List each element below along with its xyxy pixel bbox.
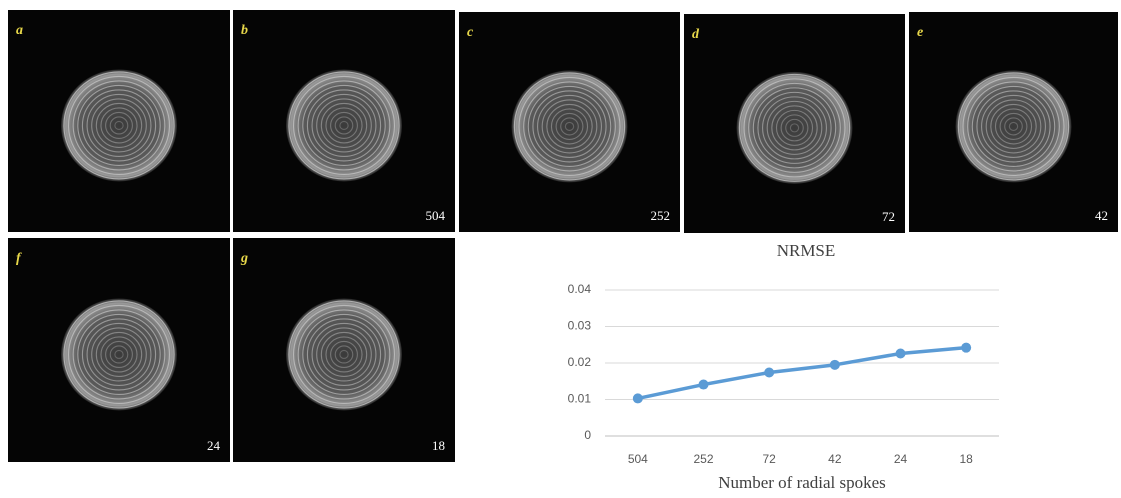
x-tick-label: 42 bbox=[828, 452, 842, 466]
spoke-count: 252 bbox=[651, 208, 671, 223]
panel-label: e bbox=[917, 25, 923, 40]
phantom-disc bbox=[61, 69, 177, 181]
phantom-disc bbox=[286, 298, 402, 410]
x-axis-label: Number of radial spokes bbox=[718, 473, 886, 492]
phantom-disc bbox=[956, 70, 1072, 182]
image-panel: a bbox=[8, 10, 230, 232]
x-tick-label: 504 bbox=[628, 452, 648, 466]
x-tick-label: 252 bbox=[693, 452, 713, 466]
image-panel: e 42 bbox=[909, 12, 1118, 232]
phantom-disc bbox=[737, 72, 853, 184]
spoke-count: 24 bbox=[207, 438, 221, 453]
panel-label: g bbox=[240, 251, 248, 266]
image-panel: c 252 bbox=[459, 12, 680, 232]
data-point bbox=[961, 343, 971, 353]
y-tick-label: 0.04 bbox=[568, 282, 592, 296]
panel-label: b bbox=[241, 23, 248, 38]
panel-label: d bbox=[692, 27, 700, 42]
y-tick-label: 0 bbox=[584, 428, 591, 442]
spoke-count: 72 bbox=[882, 209, 895, 224]
spoke-count: 18 bbox=[432, 438, 445, 453]
data-point bbox=[830, 360, 840, 370]
panel-label: c bbox=[467, 25, 474, 40]
data-point bbox=[633, 393, 643, 403]
data-point bbox=[764, 367, 774, 377]
data-point bbox=[699, 380, 709, 390]
phantom-disc bbox=[512, 70, 628, 182]
image-panel: d 72 bbox=[684, 14, 905, 233]
y-tick-label: 0.03 bbox=[568, 319, 592, 333]
x-tick-label: 72 bbox=[762, 452, 776, 466]
phantom-disc bbox=[286, 69, 402, 181]
x-tick-label: 18 bbox=[959, 452, 973, 466]
spoke-count: 42 bbox=[1095, 208, 1108, 223]
phantom-disc bbox=[61, 298, 177, 410]
chart-title: NRMSE bbox=[777, 241, 836, 260]
y-tick-label: 0.02 bbox=[568, 355, 592, 369]
panel-label: a bbox=[16, 23, 23, 38]
data-point bbox=[896, 349, 906, 359]
data-line bbox=[638, 348, 966, 399]
chart: NRMSE Number of radial spokes 0 0.01 0.02 0… bbox=[568, 241, 999, 492]
figure: a b 504 c 252 d 72 e 42 f24 g 18 NRMSE Number of ra… bbox=[0, 0, 1121, 498]
image-panel: f24 bbox=[8, 238, 230, 462]
x-tick-label: 24 bbox=[894, 452, 908, 466]
y-tick-label: 0.01 bbox=[568, 392, 592, 406]
image-panel: g 18 bbox=[233, 238, 455, 462]
image-panels: a b 504 c 252 d 72 e 42 f24 g 18 bbox=[8, 10, 1118, 462]
image-panel: b 504 bbox=[233, 10, 455, 232]
spoke-count: 504 bbox=[426, 208, 446, 223]
